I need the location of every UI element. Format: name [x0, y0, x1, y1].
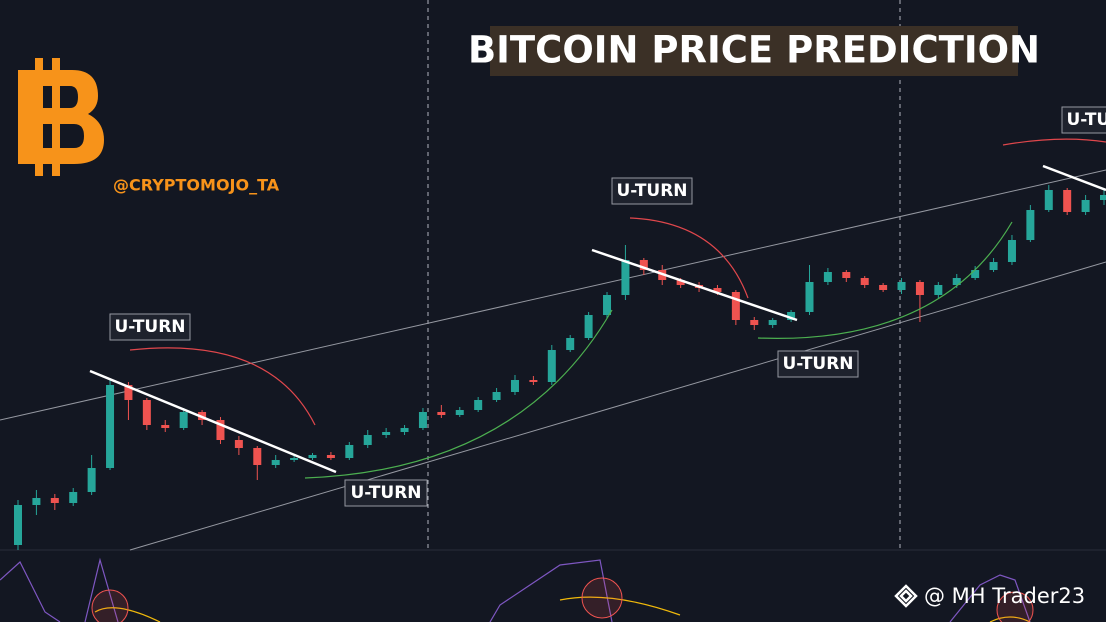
handle: @CRYPTOMOJO_TA: [113, 176, 280, 195]
candle-body: [106, 385, 115, 468]
candle-body: [566, 338, 575, 350]
candle-body: [437, 412, 446, 415]
annotation-box: [344, 479, 428, 507]
diamond-icon: [894, 584, 918, 608]
candle-body: [713, 288, 722, 292]
annotation: U-TURN: [114, 317, 185, 337]
candle-body: [971, 270, 980, 278]
candle-body: [860, 278, 869, 285]
candle-body: [290, 458, 299, 460]
candle-body: [805, 282, 814, 312]
candle-body: [50, 498, 59, 503]
candle-body: [32, 498, 41, 505]
candle-body: [326, 455, 335, 458]
candle-body: [69, 492, 78, 503]
candle-body: [510, 380, 519, 392]
candle-body: [1100, 195, 1106, 200]
candle-body: [952, 278, 961, 285]
signal-circle: [91, 589, 129, 622]
watermark: @ MH Trader23: [924, 584, 1085, 608]
candle-body: [1007, 240, 1016, 262]
candle-body: [87, 468, 96, 492]
candle-body: [823, 272, 832, 282]
signal-line: [94, 596, 1031, 622]
candle-body: [271, 460, 280, 465]
arrow: [1002, 138, 1106, 146]
trend-line: [591, 248, 798, 322]
candle-body: [418, 412, 427, 428]
candle-body: [731, 292, 740, 320]
channel-line: [129, 261, 1106, 551]
annotation: U-TURN: [350, 483, 421, 503]
annotation-box: [1061, 106, 1106, 134]
candle-body: [1081, 200, 1090, 212]
annotation: U-TURN: [616, 181, 687, 201]
candle-body: [400, 428, 409, 432]
candle-body: [179, 412, 188, 428]
candle-body: [584, 315, 593, 338]
arrow: [757, 221, 1013, 339]
candle-body: [253, 448, 262, 465]
candle-body: [345, 445, 354, 458]
channel-line: [0, 169, 1106, 421]
trend-line: [1042, 164, 1106, 192]
candle-body: [676, 280, 685, 285]
candle-body: [934, 285, 943, 295]
annotation-box: [611, 177, 693, 205]
candle-body: [621, 260, 630, 295]
candle-body: [603, 295, 612, 315]
candle-body: [750, 320, 759, 325]
signal-circle: [581, 577, 623, 619]
trend-line: [89, 369, 337, 474]
annotation-box: [109, 313, 191, 341]
oscillator-line: [0, 557, 1031, 622]
candle-body: [639, 260, 648, 270]
candle-body: [1063, 190, 1072, 212]
candle-body: [308, 455, 317, 458]
candle-body: [768, 320, 777, 325]
candle-body: [879, 285, 888, 290]
candle-body: [161, 425, 170, 428]
arrow: [304, 309, 613, 479]
candle-body: [124, 385, 133, 400]
annotation: U-TURN: [1066, 110, 1106, 130]
candle-body: [234, 440, 243, 448]
candle-body: [787, 312, 796, 320]
bitcoin-logo: [18, 58, 104, 176]
watermark-icon: [894, 584, 918, 608]
arrow: [129, 347, 316, 426]
logo-b: [18, 70, 104, 164]
candles: [14, 185, 1106, 550]
candle-body: [897, 282, 906, 290]
candle-body: [455, 410, 464, 415]
candle-body: [989, 262, 998, 270]
candle-body: [842, 272, 851, 278]
annotation: U-TURN: [782, 354, 853, 374]
title-box: [490, 26, 1018, 76]
signal-circle: [996, 591, 1034, 622]
candle-body: [14, 505, 22, 545]
candle-body: [363, 435, 372, 445]
arrow: [629, 217, 749, 299]
candle-body: [547, 350, 556, 382]
annotation-box: [777, 350, 859, 378]
candle-body: [492, 392, 501, 400]
candle-body: [142, 400, 151, 425]
chart-title: BITCOIN PRICE PREDICTION: [468, 29, 1040, 72]
candle-body: [474, 400, 483, 410]
candle-body: [216, 420, 225, 440]
candle-body: [529, 380, 538, 382]
candle-body: [382, 432, 391, 435]
candle-body: [1044, 190, 1053, 210]
candle-body: [1026, 210, 1035, 240]
candle-body: [915, 282, 924, 295]
